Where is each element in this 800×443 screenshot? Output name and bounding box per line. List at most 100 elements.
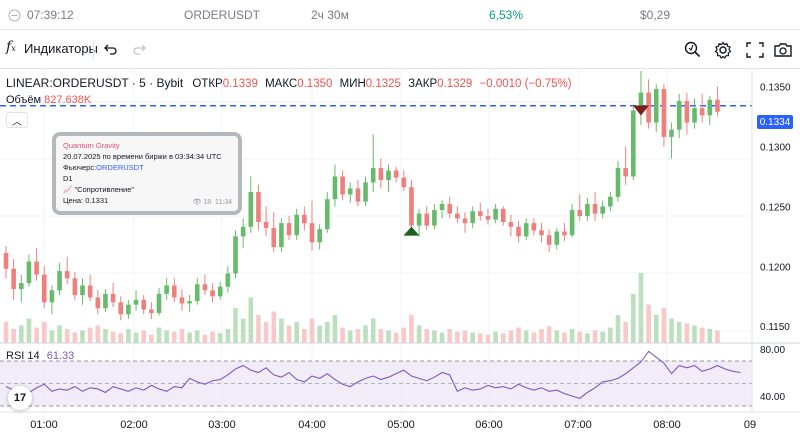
volume-bar [707, 329, 713, 343]
candle-body [126, 304, 131, 315]
indicators-icon[interactable]: fx [6, 39, 16, 55]
candle-body [646, 92, 651, 123]
zoom-icon[interactable] [684, 41, 701, 58]
gear-icon[interactable] [714, 41, 732, 59]
candle-body [669, 129, 674, 137]
volume-bar [631, 294, 636, 343]
volume-bar [19, 325, 24, 343]
volume-bar [172, 331, 177, 343]
note-date: 20.07.2025 по времени биржи в 03:34:34 U… [63, 152, 222, 161]
fullscreen-icon[interactable] [746, 42, 764, 58]
volume-bar [608, 327, 613, 343]
percent-change: 6,53% [489, 8, 524, 22]
legend-high-label: МАКС [265, 78, 298, 90]
volume-bar [684, 323, 690, 343]
candle-body [294, 214, 299, 236]
idea-note-card[interactable]: Quantum Gravity 20.07.2025 по времени би… [52, 132, 242, 215]
current-price-tag: 0.1334 [757, 115, 793, 129]
collapse-legend-button[interactable]: ︿ [6, 112, 28, 128]
candle-body [133, 299, 139, 305]
ticker-symbol[interactable]: ORDERUSDT [184, 8, 261, 22]
price-axis-label: 0.1200 [760, 262, 791, 273]
volume-bar [363, 325, 368, 343]
minus-circle-icon[interactable] [8, 9, 21, 22]
candle-body [707, 99, 713, 116]
candle-body [325, 199, 330, 230]
price-axis-label: 0.1300 [760, 142, 791, 153]
volume-bar [615, 315, 621, 343]
camera-icon[interactable] [773, 42, 793, 58]
volume-bar [646, 304, 651, 343]
volume-bar [325, 322, 330, 343]
chart-grid [0, 71, 752, 412]
candle-body [225, 273, 231, 287]
candle-body [432, 209, 437, 226]
volume-bar [194, 330, 200, 343]
volume-bar [332, 315, 338, 343]
tradingview-logo-icon[interactable]: 17 [8, 386, 32, 410]
candle-body [393, 170, 399, 178]
volume-bar [455, 331, 460, 343]
volume-bar [370, 318, 376, 343]
candle-body [179, 297, 185, 304]
note-price: Цена: 0.1331 [63, 195, 231, 206]
candle-body [462, 218, 468, 224]
volume-bar [439, 332, 445, 343]
volume-bar [393, 332, 399, 343]
volume-bars [3, 273, 720, 343]
volume-bar [41, 322, 47, 343]
volume-bar [592, 330, 598, 343]
amount: $0,29 [640, 8, 671, 22]
volume-bar [87, 327, 93, 343]
chevron-up-icon: ︿ [12, 116, 22, 128]
volume-bar [386, 330, 391, 343]
volume-bar [493, 331, 498, 343]
volume-bar [11, 329, 16, 343]
volume-bar [539, 329, 544, 343]
candle-body [478, 211, 483, 216]
note-futures-ticker[interactable]: ORDERUSDT [96, 163, 144, 172]
candle-body [608, 196, 613, 207]
candle-body [347, 188, 353, 195]
volume-bar [340, 327, 345, 343]
legend-symbol[interactable]: LINEAR:ORDERUSDT · 5 · Bybit [6, 76, 184, 90]
legend-close-value: 0.1329 [437, 78, 473, 90]
rsi-label: RSI 14 [6, 350, 40, 362]
indicators-button[interactable]: Индикаторы [24, 41, 98, 56]
volume-bar [585, 333, 590, 343]
candle-body [41, 274, 47, 303]
volume-bar [600, 331, 605, 343]
volume-bar [164, 330, 169, 343]
candle-body [386, 170, 391, 181]
candle-body [164, 285, 169, 294]
redo-icon[interactable] [132, 43, 146, 55]
legend-change: −0.0010 (−0.75%) [479, 78, 572, 90]
candle-body [248, 192, 254, 227]
volume-bar [240, 318, 246, 343]
note-author[interactable]: Quantum Gravity [63, 141, 120, 150]
candle-body [149, 309, 154, 314]
candle-body [363, 182, 368, 202]
price-chart[interactable]: 0.1350 0.1300 0.1250 0.1200 0.1150 80.00 40.0… [0, 71, 800, 443]
volume-bar [103, 329, 108, 343]
candle-body [546, 235, 552, 245]
volume-bar [80, 330, 85, 343]
trade-markers [403, 105, 649, 236]
legend-low-label: МИН [339, 78, 366, 90]
rsi-value: 61.33 [46, 350, 75, 362]
volume-bar [279, 318, 284, 343]
candle-body [49, 290, 55, 303]
candle-body [615, 168, 621, 197]
candle-body [562, 231, 567, 236]
time-axis-label: 03:00 [208, 419, 236, 431]
candle-body [569, 209, 575, 236]
price-axis-label: 0.1150 [760, 322, 790, 333]
undo-icon[interactable] [104, 43, 118, 55]
candle-body [370, 168, 376, 183]
volume-bar [715, 330, 720, 343]
candle-body [447, 204, 452, 214]
note-time: 11:34 [215, 199, 232, 206]
candle-body [585, 204, 590, 216]
volume-bar [179, 329, 185, 343]
candle-body [623, 168, 628, 177]
